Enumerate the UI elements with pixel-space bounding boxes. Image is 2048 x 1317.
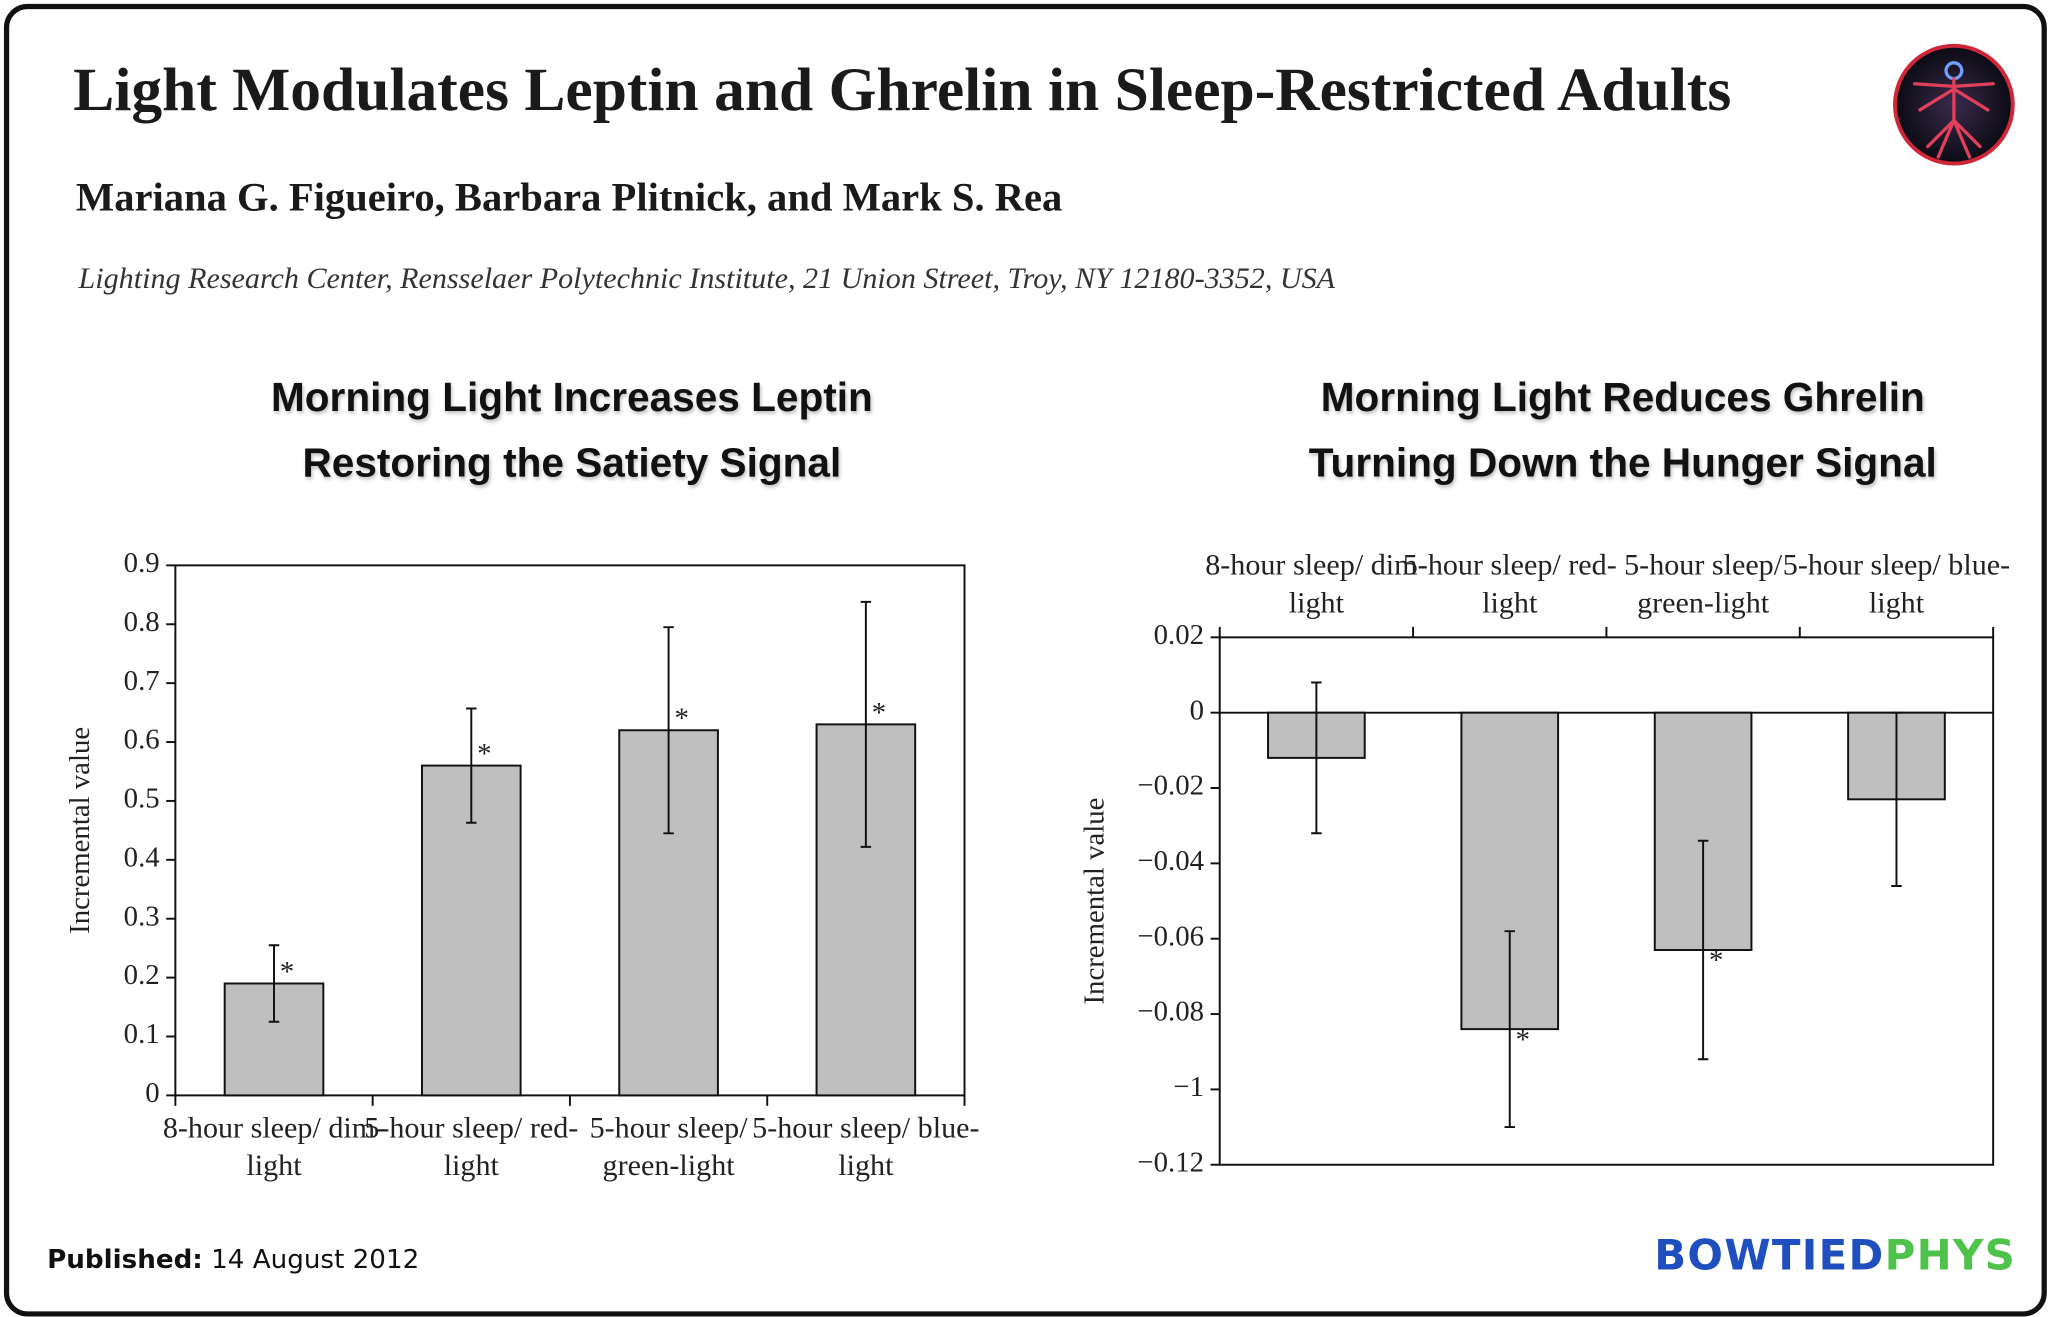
significance-mark: * bbox=[1516, 1024, 1530, 1056]
y-tick-label: 0.7 bbox=[124, 665, 160, 697]
error-bar bbox=[1311, 681, 1322, 835]
y-axis-label: Incremental value bbox=[1078, 798, 1110, 1005]
y-tick-label: 0.2 bbox=[124, 959, 160, 991]
chart-title: Morning Light Increases Leptin bbox=[270, 374, 873, 421]
logo-icon bbox=[1893, 43, 2015, 166]
y-tick-label: −0.02 bbox=[1137, 770, 1204, 802]
x-tick-label: 5-hour sleep/ red-light bbox=[1402, 548, 1617, 620]
y-tick-label: −0.04 bbox=[1137, 845, 1204, 877]
significance-mark: * bbox=[1709, 945, 1723, 977]
logo-left: BOWTIED bbox=[1654, 1230, 1885, 1280]
frame bbox=[3, 3, 2047, 1317]
y-tick-label: 0.9 bbox=[124, 547, 160, 579]
error-bar bbox=[663, 626, 674, 835]
y-tick-label: 0.6 bbox=[124, 724, 160, 756]
chart-title: Morning Light Reduces Ghrelin bbox=[1320, 374, 1925, 421]
published: Published: 14 August 2012 bbox=[47, 1243, 419, 1274]
y-tick-label: 0.5 bbox=[124, 783, 160, 815]
x-tick-label: 5-hour sleep/ green-light bbox=[589, 1111, 748, 1182]
significance-mark: * bbox=[477, 738, 491, 770]
authors: Mariana G. Figueiro, Barbara Plitnick, a… bbox=[75, 174, 1063, 220]
x-tick-label: 5-hour sleep/ blue-light bbox=[752, 1111, 980, 1182]
brand-logo: BOWTIEDPHYS bbox=[1654, 1230, 2016, 1280]
x-tick-label: 5-hour sleep/ blue-light bbox=[1782, 548, 2011, 620]
error-bar bbox=[860, 600, 872, 848]
error-bar bbox=[268, 944, 280, 1023]
error-bar bbox=[1891, 711, 1902, 887]
y-tick-label: −0.08 bbox=[1137, 996, 1204, 1028]
significance-mark: * bbox=[674, 703, 688, 735]
x-tick-label: 8-hour sleep/ dim-light bbox=[1205, 548, 1428, 620]
y-tick-label: −1 bbox=[1173, 1071, 1204, 1103]
error-bar bbox=[1504, 930, 1515, 1129]
significance-mark: * bbox=[872, 697, 886, 729]
y-tick-label: 0.02 bbox=[1154, 619, 1204, 651]
x-tick-label: 5-hour sleep/ red-light bbox=[364, 1111, 579, 1182]
logo-right: PHYS bbox=[1884, 1230, 2017, 1280]
y-tick-label: 0.3 bbox=[124, 900, 160, 932]
plot-frame bbox=[174, 564, 966, 1097]
y-axis-label: Incremental value bbox=[64, 727, 96, 934]
affiliation: Lighting Research Center, Rensselaer Pol… bbox=[78, 261, 1336, 295]
y-tick-label: 0 bbox=[145, 1077, 159, 1109]
chart-subtitle: Turning Down the Hunger Signal bbox=[1308, 439, 1937, 486]
y-tick-label: 0.4 bbox=[124, 841, 160, 873]
y-tick-label: −0.06 bbox=[1137, 920, 1204, 952]
x-tick-label: 8-hour sleep/ dim-light bbox=[162, 1111, 386, 1182]
y-tick-label: 0.1 bbox=[124, 1018, 160, 1050]
published-date: 14 August 2012 bbox=[211, 1243, 420, 1275]
significance-mark: * bbox=[280, 956, 294, 988]
error-bar bbox=[1697, 839, 1709, 1061]
y-tick-label: 0.8 bbox=[124, 606, 160, 638]
paper-title: Light Modulates Leptin and Ghrelin in Sl… bbox=[73, 56, 1732, 125]
published-label: Published: bbox=[47, 1243, 203, 1275]
error-bar bbox=[466, 707, 477, 824]
chart-subtitle: Restoring the Satiety Signal bbox=[302, 439, 842, 486]
y-tick-label: −0.12 bbox=[1137, 1146, 1204, 1178]
x-tick-label: 5-hour sleep/ green-light bbox=[1624, 548, 1783, 620]
y-tick-label: 0 bbox=[1190, 694, 1204, 726]
